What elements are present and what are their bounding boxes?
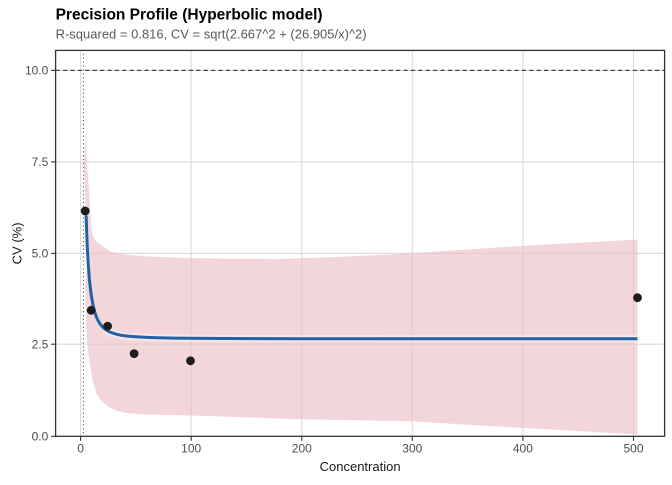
svg-text:Concentration: Concentration <box>320 459 401 474</box>
svg-text:400: 400 <box>513 442 533 456</box>
svg-text:500: 500 <box>623 442 643 456</box>
svg-text:7.5: 7.5 <box>32 155 49 169</box>
svg-text:2.5: 2.5 <box>32 337 49 351</box>
svg-text:0: 0 <box>77 442 84 456</box>
svg-text:100: 100 <box>181 442 201 456</box>
svg-text:300: 300 <box>402 442 422 456</box>
svg-text:CV (%): CV (%) <box>10 222 25 264</box>
svg-text:5.0: 5.0 <box>32 247 49 261</box>
svg-text:10.0: 10.0 <box>25 64 49 78</box>
svg-text:200: 200 <box>292 442 312 456</box>
svg-text:R-squared = 0.816, CV = sqrt(2: R-squared = 0.816, CV = sqrt(2.667^2 + (… <box>56 27 367 42</box>
svg-text:Precision Profile (Hyperbolic: Precision Profile (Hyperbolic model) <box>56 6 323 23</box>
svg-text:0.0: 0.0 <box>32 430 49 444</box>
